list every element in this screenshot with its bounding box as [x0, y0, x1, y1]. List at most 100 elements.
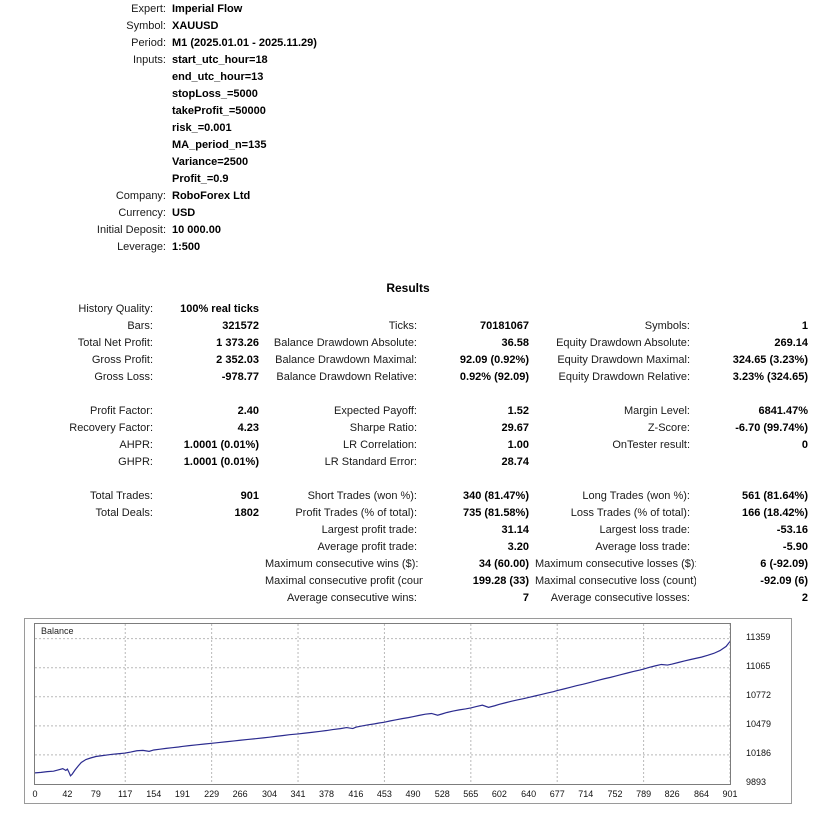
expert-info-value: end_utc_hour=13	[172, 70, 264, 83]
results-stat-label: Short Trades (won %):	[307, 489, 417, 502]
chart-x-tick-label: 789	[636, 789, 652, 799]
results-stat-cell: Loss Trades (% of total): 166 (18.42%)	[535, 507, 816, 519]
chart-y-axis-labels: 11359 11065 10772 10479 10186 9893	[740, 619, 800, 789]
results-stat-label: Average consecutive wins:	[286, 591, 417, 604]
results-stat-label: Equity Drawdown Maximal:	[557, 353, 690, 366]
expert-info-row: MA_period_n=135	[0, 136, 816, 153]
results-stat-value: 6841.47%	[758, 404, 808, 417]
results-stat-cell: Gross Profit: 2 352.03	[0, 354, 265, 366]
results-stat-label: Maximum consecutive wins ($):	[265, 557, 419, 570]
results-stat-value: 1.52	[507, 404, 529, 417]
results-stat-label: Equity Drawdown Absolute:	[556, 336, 690, 349]
expert-info-value: 10 000.00	[172, 223, 221, 236]
results-row: Average profit trade: 3.20 Average loss tr…	[0, 538, 816, 555]
results-stat-label: Largest profit trade:	[321, 523, 417, 536]
results-row: Gross Loss: -978.77 Balance Drawdown Relat…	[0, 368, 816, 385]
results-stat-cell: Ticks: 70181067	[265, 320, 535, 332]
results-row: Maximum consecutive wins ($): 34 (60.00) M…	[0, 555, 816, 572]
results-stat-label: Profit Factor:	[90, 404, 153, 417]
results-stat-cell: Margin Level: 6841.47%	[535, 405, 816, 417]
expert-info-value: 1:500	[172, 240, 201, 253]
results-row: Profit Factor: 2.40 Expected Payoff: 1.52 Ma…	[0, 402, 816, 419]
expert-info-value: stopLoss_=5000	[172, 87, 258, 100]
expert-info-label: Period:	[131, 36, 166, 49]
chart-x-tick-label: 864	[693, 789, 709, 799]
expert-info-row: Inputs: start_utc_hour=18	[0, 51, 816, 68]
chart-x-tick-label: 752	[607, 789, 623, 799]
chart-x-tick-label: 378	[319, 789, 335, 799]
results-stat-label: GHPR:	[118, 455, 153, 468]
expert-info-label: Expert:	[131, 2, 166, 15]
results-stat-value: -5.90	[782, 540, 808, 553]
results-row: GHPR: 1.0001 (0.01%) LR Standard Error: 28.…	[0, 453, 816, 470]
results-row: Total Deals: 1802 Profit Trades (% of tota…	[0, 504, 816, 521]
results-stat-value: 0.92% (92.09)	[459, 370, 529, 383]
results-row: Recovery Factor: 4.23 Sharpe Ratio: 29.67 Z-…	[0, 419, 816, 436]
expert-info-row: Period: M1 (2025.01.01 - 2025.11.29)	[0, 34, 816, 51]
results-stat-cell: History Quality: 100% real ticks	[0, 303, 265, 315]
chart-x-tick-label: 565	[463, 789, 479, 799]
balance-chart-panel: Balance 11359 11065 10772 10479 10186 9893 0 4…	[24, 618, 792, 804]
results-stat-value: 29.67	[501, 421, 529, 434]
expert-info-value: Variance=2500	[172, 155, 249, 168]
results-stat-cell: Total Deals: 1802	[0, 507, 265, 519]
results-stat-value: 2	[801, 591, 808, 604]
results-stat-cell: Total Net Profit: 1 373.26	[0, 337, 265, 349]
results-stat-label: History Quality:	[78, 302, 153, 315]
chart-x-axis-labels: 0 42 79 117 154 191 229 266 304 341 378 416 453 490 52…	[32, 787, 738, 803]
results-stat-value: -53.16	[776, 523, 808, 536]
results-stat-label: Gross Profit:	[91, 353, 153, 366]
expert-info-block: Expert: Imperial Flow Symbol: XAUUSD Period:…	[0, 0, 816, 255]
chart-x-tick-label: 154	[146, 789, 162, 799]
results-stat-label: Maximal consecutive loss (count):	[535, 574, 696, 587]
results-stat-value: 1.0001 (0.01%)	[183, 455, 259, 468]
results-stat-cell: Average loss trade: -5.90	[535, 541, 816, 553]
results-stat-value: 340 (81.47%)	[462, 489, 529, 502]
results-stat-label: AHPR:	[119, 438, 153, 451]
results-stat-cell: AHPR: 1.0001 (0.01%)	[0, 439, 265, 451]
results-stat-cell: Balance Drawdown Absolute: 36.58	[265, 337, 535, 349]
results-stat-cell: Average consecutive losses: 2	[535, 592, 816, 604]
results-stat-value: 34 (60.00)	[478, 557, 529, 570]
results-group: Total Trades: 901 Short Trades (won %): 340…	[0, 487, 816, 606]
expert-info-value: risk_=0.001	[172, 121, 232, 134]
balance-series-line	[35, 641, 730, 777]
results-row: Gross Profit: 2 352.03 Balance Drawdown Ma…	[0, 351, 816, 368]
results-stat-cell: Equity Drawdown Relative: 3.23% (324.65)	[535, 371, 816, 383]
expert-info-value: XAUUSD	[172, 19, 219, 32]
results-stat-label: Gross Loss:	[94, 370, 153, 383]
chart-x-tick-label: 901	[722, 789, 738, 799]
expert-info-value: M1 (2025.01.01 - 2025.11.29)	[172, 36, 317, 49]
results-stat-value: 269.14	[774, 336, 808, 349]
results-stat-value: 100% real ticks	[180, 302, 259, 315]
results-stat-cell: OnTester result: 0	[535, 439, 816, 451]
results-stat-cell: Average consecutive wins: 7	[265, 592, 535, 604]
chart-y-tick-label: 9893	[746, 777, 767, 787]
results-stat-label: Expected Payoff:	[334, 404, 417, 417]
results-stat-cell: Symbols: 1	[535, 320, 816, 332]
results-stat-label: Average consecutive losses:	[550, 591, 690, 604]
results-group: History Quality: 100% real ticks Bars: 3215…	[0, 300, 816, 402]
chart-x-tick-label: 304	[261, 789, 277, 799]
results-stat-label: Maximum consecutive losses ($):	[535, 557, 696, 570]
expert-info-value: Imperial Flow	[172, 2, 243, 15]
results-stat-value: 28.74	[501, 455, 529, 468]
results-stat-cell: Maximal consecutive profit (count): 199.2…	[265, 575, 535, 587]
chart-y-tick-label: 11359	[746, 631, 771, 642]
expert-info-value: MA_period_n=135	[172, 138, 267, 151]
results-stat-label: LR Standard Error:	[324, 455, 417, 468]
expert-info-label: Initial Deposit:	[96, 223, 166, 236]
expert-info-value: Profit_=0.9	[172, 172, 229, 185]
results-heading: Results	[386, 281, 430, 295]
results-stat-cell: Expected Payoff: 1.52	[265, 405, 535, 417]
results-stat-value: 7	[522, 591, 529, 604]
results-stat-label: Profit Trades (% of total):	[295, 506, 417, 519]
results-stat-value: 92.09 (0.92%)	[459, 353, 529, 366]
expert-info-label: Currency:	[118, 206, 166, 219]
results-stat-value: 735 (81.58%)	[462, 506, 529, 519]
results-stat-label: Margin Level:	[623, 404, 690, 417]
results-stat-value: 1802	[234, 506, 259, 519]
results-stat-label: Total Trades:	[90, 489, 153, 502]
balance-chart-plot-area: Balance	[34, 623, 731, 785]
results-stat-value: 6 (-92.09)	[760, 557, 808, 570]
